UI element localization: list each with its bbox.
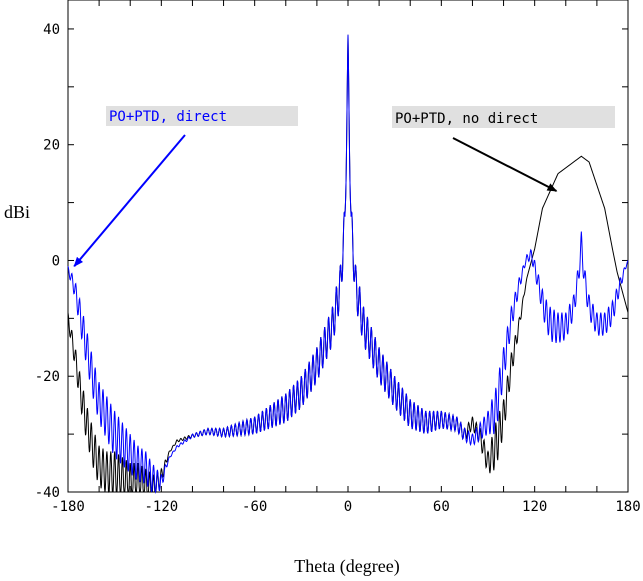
y-tick-label: 20 <box>43 138 60 154</box>
x-tick-label: 120 <box>522 499 547 515</box>
annotation-layer: PO+PTD, direct PO+PTD, no direct <box>73 106 615 268</box>
y-axis-label: dBi <box>4 202 30 222</box>
x-tick-label: -120 <box>144 499 178 515</box>
series-layer <box>67 34 629 494</box>
annotation-arrow-1 <box>452 137 558 192</box>
y-tick-label: 0 <box>52 253 60 269</box>
annotation-arrow-0 <box>73 134 186 268</box>
x-tick-label: 0 <box>344 499 352 515</box>
y-tick-label: -40 <box>35 485 60 501</box>
annotation-box-1 <box>392 106 615 128</box>
annotation-label-0: PO+PTD, direct <box>109 109 227 125</box>
annotation-box-0 <box>106 106 298 126</box>
x-tick-label: -180 <box>51 499 85 515</box>
plot-frame <box>67 0 629 493</box>
x-tick-label: 180 <box>615 499 640 515</box>
y-tick-label: -20 <box>35 369 60 385</box>
annotation-label-1: PO+PTD, no direct <box>395 111 538 127</box>
series-line-0 <box>67 34 629 493</box>
x-axis-label: Theta (degree) <box>294 556 399 577</box>
y-tick-label: 40 <box>43 22 60 38</box>
x-tick-label: 60 <box>433 499 450 515</box>
ticks-group: -180 -120 -60 0 60 120 180 -40 -20 0 20 40 <box>35 0 641 515</box>
series-line-1 <box>67 34 629 494</box>
x-tick-label: -60 <box>242 499 267 515</box>
